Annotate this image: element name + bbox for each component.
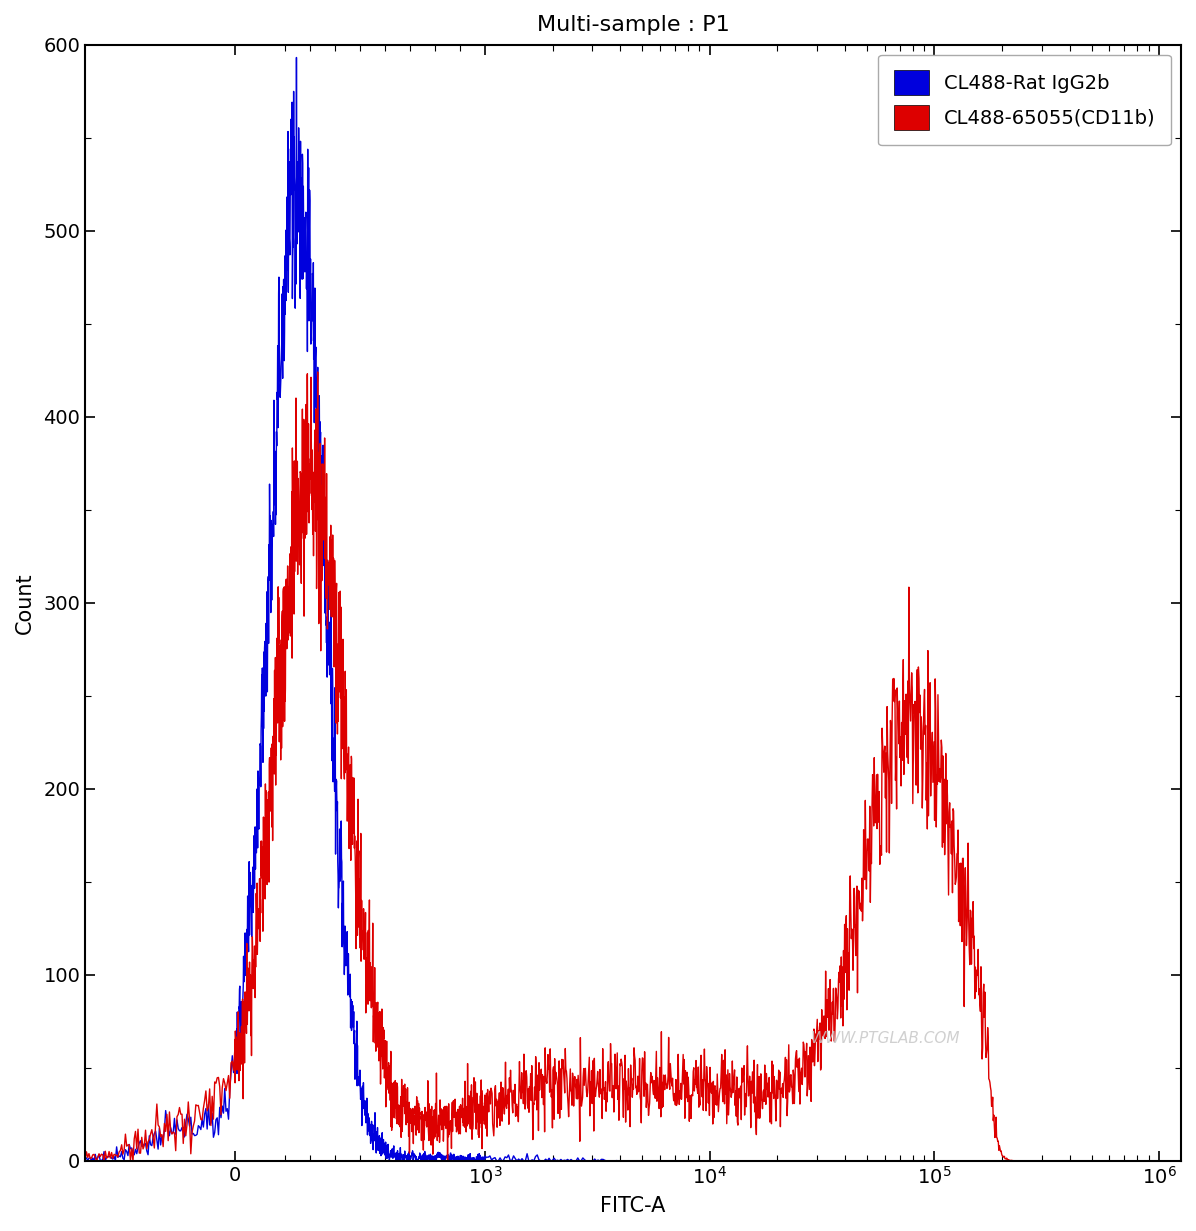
X-axis label: FITC-A: FITC-A <box>600 1197 666 1216</box>
Y-axis label: Count: Count <box>16 572 35 634</box>
Title: Multi-sample : P1: Multi-sample : P1 <box>537 15 730 34</box>
Legend: CL488-Rat IgG2b, CL488-65055(CD11b): CL488-Rat IgG2b, CL488-65055(CD11b) <box>878 54 1171 145</box>
Text: WWW.PTGLAB.COM: WWW.PTGLAB.COM <box>811 1030 960 1045</box>
